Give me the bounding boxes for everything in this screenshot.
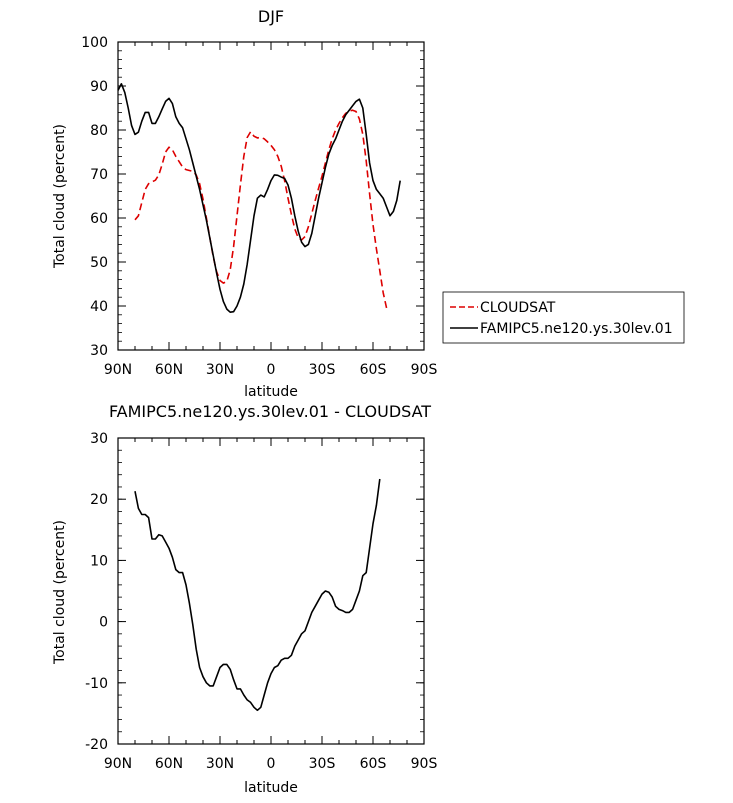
panel-2-y-tick-label: 0 xyxy=(99,615,108,631)
panel-1-y-tick-label: 100 xyxy=(81,35,108,51)
panel-1-y-tick-label: 80 xyxy=(90,123,108,139)
panel-1-y-tick-label: 40 xyxy=(90,299,108,315)
panel-1-x-tick-label: 30N xyxy=(206,362,234,378)
panel-1-series-lines xyxy=(117,83,401,313)
panel-2-x-axis-label: latitude xyxy=(244,780,298,796)
panel-1-y-axis-label: Total cloud (percent) xyxy=(52,124,68,269)
panel-2-ticks xyxy=(117,437,425,745)
panel-1-plot-frame xyxy=(117,41,425,351)
panel-1-y-tick-label: 30 xyxy=(90,343,108,359)
panel-1-title: DJF xyxy=(258,7,284,26)
panel-1-y-tick-labels: 30 40 50 60 70 80 90 100 xyxy=(81,35,108,359)
panel-2-y-tick-label: 20 xyxy=(90,492,108,508)
panel-2-y-tick-label: -20 xyxy=(85,737,108,753)
panel-1-ticks xyxy=(117,41,425,351)
panel-2-y-tick-label: 30 xyxy=(90,431,108,447)
panel-2-y-tick-labels: -20 -10 0 10 20 30 xyxy=(85,431,108,753)
panel-1-series-2-line xyxy=(117,83,401,313)
panel-2-x-tick-label: 90N xyxy=(104,756,132,772)
panel-2-x-tick-labels: 90N 60N 30N 0 30S 60S 90S xyxy=(104,756,438,772)
panel-2-x-tick-label: 0 xyxy=(267,756,276,772)
legend-label-cloudsat: CLOUDSAT xyxy=(480,300,556,316)
panel-1-y-tick-label: 60 xyxy=(90,211,108,227)
panel-2-y-axis-label: Total cloud (percent) xyxy=(52,520,68,665)
panel-1-x-tick-label: 90N xyxy=(104,362,132,378)
panel-1-x-tick-label: 60S xyxy=(360,362,387,378)
panel-2-x-tick-label: 30S xyxy=(309,756,336,772)
panel-djf: DJF 90N 60N 30N 0 30S 60S 90S 30 40 50 60 70 80 90 10… xyxy=(52,7,685,400)
panel-1-x-tick-label: 90S xyxy=(411,362,438,378)
panel-2-title: FAMIPC5.ne120.ys.30lev.01 - CLOUDSAT xyxy=(109,402,431,421)
legend-box xyxy=(442,291,685,344)
panel-2-x-tick-label: 90S xyxy=(411,756,438,772)
panel-2-series-lines xyxy=(134,478,381,712)
panel-1-y-tick-label: 50 xyxy=(90,255,108,271)
panel-1-y-tick-label: 70 xyxy=(90,167,108,183)
panel-1-x-axis-label: latitude xyxy=(244,384,298,400)
panel-difference: FAMIPC5.ne120.ys.30lev.01 - CLOUDSAT 90N… xyxy=(52,402,437,796)
panel-2-y-tick-label: 10 xyxy=(90,553,108,569)
panel-2-x-tick-label: 60S xyxy=(360,756,387,772)
panel-1-x-tick-labels: 90N 60N 30N 0 30S 60S 90S xyxy=(104,362,438,378)
legend-label-famipc5: FAMIPC5.ne120.ys.30lev.01 xyxy=(480,321,673,337)
panel-2-y-tick-label: -10 xyxy=(85,676,108,692)
panel-2-series-1-line xyxy=(134,478,381,712)
panel-2-plot-frame xyxy=(117,437,425,745)
panel-1-x-tick-label: 60N xyxy=(155,362,183,378)
panel-2-x-tick-label: 30N xyxy=(206,756,234,772)
panel-2-x-tick-label: 60N xyxy=(155,756,183,772)
panel-1-series-1-line xyxy=(134,109,388,309)
panel-1-x-tick-label: 30S xyxy=(309,362,336,378)
legend: CLOUDSAT FAMIPC5.ne120.ys.30lev.01 xyxy=(442,291,685,344)
panel-1-x-tick-label: 0 xyxy=(267,362,276,378)
panel-1-y-tick-label: 90 xyxy=(90,79,108,95)
